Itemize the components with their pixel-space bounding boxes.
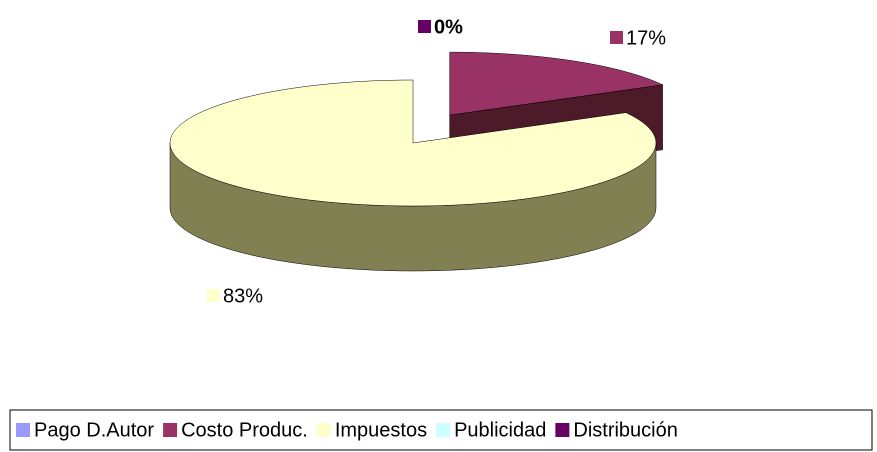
legend: Pago D.Autor Costo Produc. Impuestos Public…: [16, 419, 678, 441]
pie: [169, 51, 664, 272]
legend-label: Pago D.Autor: [34, 419, 154, 441]
legend-label: Impuestos: [335, 419, 427, 441]
data-label: 17%: [626, 27, 666, 49]
legend-swatch: [316, 423, 331, 437]
data-labels: 17% 83% 0%: [207, 16, 666, 307]
slice: [169, 79, 657, 272]
slice-top: [169, 79, 657, 207]
label-swatch: [207, 289, 220, 302]
data-label: 0%: [434, 16, 463, 38]
slice-top: [449, 51, 664, 116]
legend-swatch: [436, 423, 451, 437]
label-swatch: [610, 31, 623, 44]
legend-label: Distribución: [573, 419, 677, 441]
label-swatch: [418, 20, 431, 33]
data-label: 83%: [223, 285, 263, 307]
legend-label: Publicidad: [454, 419, 546, 441]
legend-label: Costo Produc.: [181, 419, 308, 441]
legend-swatch: [16, 423, 30, 437]
legend-swatch: [555, 423, 570, 437]
legend-swatch: [163, 423, 178, 437]
